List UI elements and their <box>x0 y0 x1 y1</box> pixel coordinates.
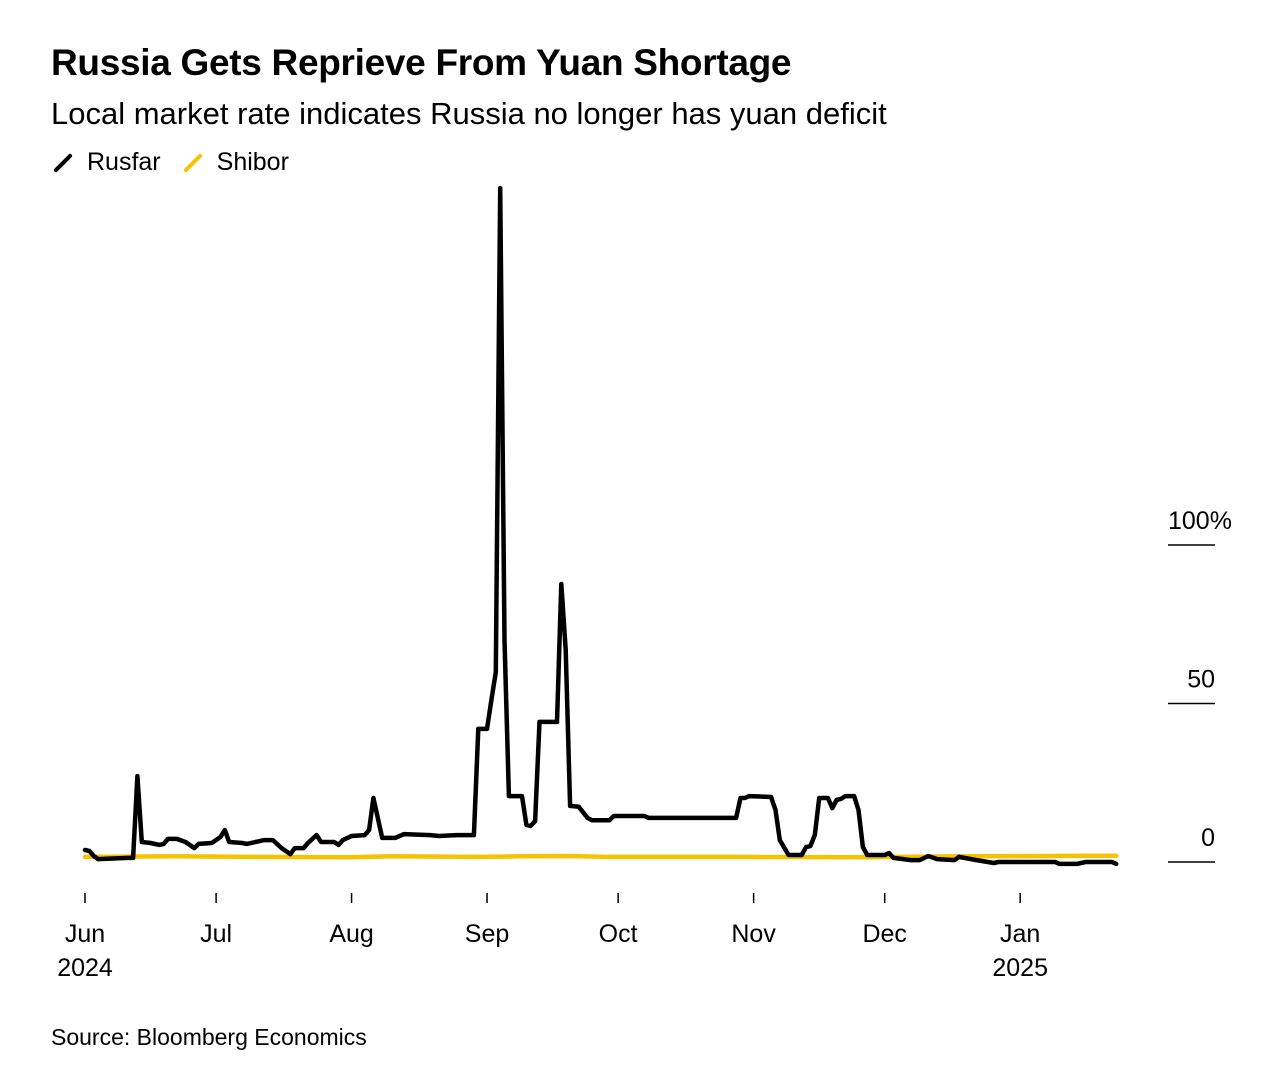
x-tick-label: Jan <box>1000 920 1040 948</box>
y-tick-label: 100% <box>1168 507 1232 535</box>
chart-subtitle: Local market rate indicates Russia no lo… <box>51 96 887 131</box>
x-tick-label: Aug <box>329 920 373 948</box>
series-line-rusfar <box>82 185 1119 867</box>
source-note: Source: Bloomberg Economics <box>51 1024 367 1050</box>
series-line-shibor <box>82 853 1119 860</box>
x-tick-label: Jun <box>65 920 105 948</box>
x-tick-year-label: 2025 <box>992 954 1048 982</box>
legend-label-rusfar: Rusfar <box>87 148 161 176</box>
x-tick-label: Nov <box>731 920 776 948</box>
x-tick-label: Sep <box>465 920 509 948</box>
x-tick-label: Oct <box>599 920 638 948</box>
legend-item-shibor: Shibor <box>181 148 289 177</box>
x-tick-label: Jul <box>200 920 232 948</box>
legend: Rusfar Shibor <box>51 148 309 177</box>
y-tick-label: 50 <box>1187 666 1215 694</box>
legend-label-shibor: Shibor <box>216 148 289 176</box>
y-tick-label: 0 <box>1201 824 1215 852</box>
chart-title: Russia Gets Reprieve From Yuan Shortage <box>51 42 792 83</box>
legend-item-rusfar: Rusfar <box>51 148 161 177</box>
x-tick-year-label: 2024 <box>57 954 113 982</box>
x-tick-label: Dec <box>862 920 906 948</box>
